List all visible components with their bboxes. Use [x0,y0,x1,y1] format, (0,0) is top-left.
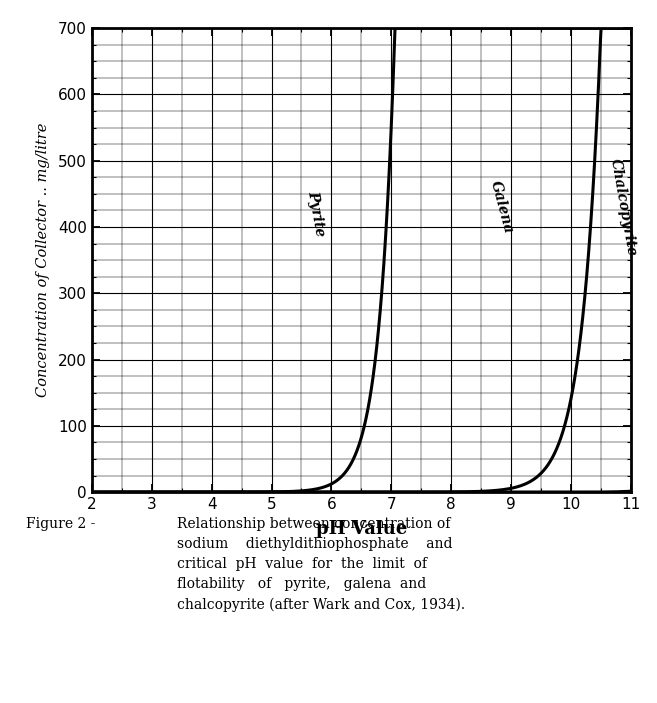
X-axis label: pH Value: pH Value [315,520,407,538]
Text: Galena: Galena [488,179,516,235]
Text: Pyrite: Pyrite [306,190,327,238]
Text: Chalcopyrite: Chalcopyrite [608,157,639,257]
Text: Figure 2 -: Figure 2 - [26,517,96,531]
Y-axis label: Concentration of Collector .. mg/litre: Concentration of Collector .. mg/litre [35,123,50,397]
Text: Relationship between concentration of
sodium    diethyldithiophosphate    and
cr: Relationship between concentration of so… [177,517,466,612]
